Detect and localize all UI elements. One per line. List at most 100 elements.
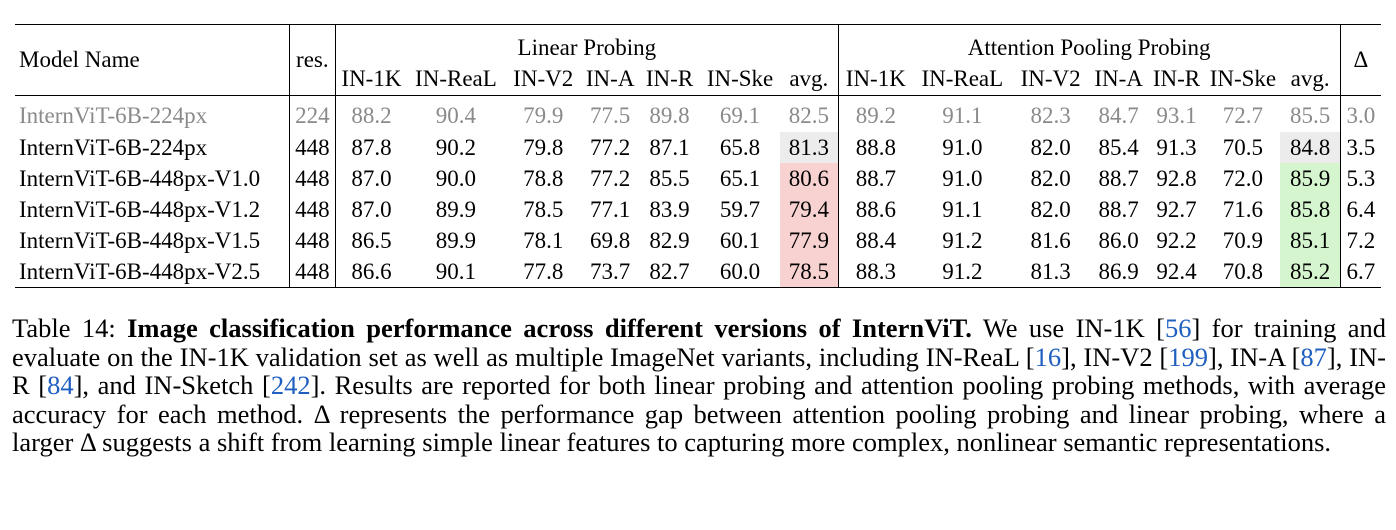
attention-inske-cell: 70.5	[1222, 135, 1264, 160]
citation-link[interactable]: 16	[1034, 341, 1062, 372]
model-name-cell: InternViT-6B-448px-V1.5	[15, 225, 290, 256]
attention-inr-cell: 92.7	[1156, 197, 1197, 222]
attention-in1k-cell: 88.6	[837, 194, 914, 225]
linear-avg-cell: 80.6	[780, 163, 839, 194]
attention-inr-cell: 91.3	[1156, 135, 1197, 160]
header-lp-inr: IN-R	[639, 61, 700, 96]
header-ap-inske: IN-Ske	[1205, 61, 1281, 96]
attention-inreal-cell: 91.1	[913, 95, 1012, 132]
header-res: res.	[289, 24, 337, 96]
attention-inreal-cell: 91.1	[942, 197, 983, 222]
linear-in1k-cell: 88.2	[335, 95, 407, 132]
model-name-cell: InternViT-6B-448px-V1.0	[15, 163, 290, 194]
linear-inv2-cell: 77.8	[505, 256, 582, 288]
linear-ina-cell: 77.2	[590, 135, 631, 160]
header-ap-inr: IN-R	[1147, 61, 1206, 96]
model-name-cell: InternViT-6B-448px-V2.5	[15, 256, 290, 288]
attention-inv2-cell: 81.6	[1030, 228, 1071, 253]
results-table-body: InternViT-6B-224px 224 88.2 90.4 79.9 77.5 89.…	[15, 95, 1381, 288]
table-row: InternViT-6B-224px 224 88.2 90.4 79.9 77.5 89.…	[15, 95, 1381, 132]
linear-ina-cell: 77.1	[590, 197, 631, 222]
citation-link[interactable]: 87	[1300, 341, 1327, 372]
header-delta: Δ	[1339, 24, 1381, 96]
header-lp-ina: IN-A	[581, 61, 640, 96]
attention-inske-cell: 71.6	[1222, 197, 1264, 222]
linear-ina-cell: 73.7	[581, 256, 640, 288]
linear-inske-cell: 59.7	[719, 197, 761, 222]
linear-inreal-cell: 89.9	[435, 228, 477, 253]
linear-inske-cell: 60.0	[699, 256, 781, 288]
linear-inr-cell: 85.5	[649, 166, 690, 191]
header-row-subcolumns: IN-1K IN-ReaL IN-V2 IN-A IN-R IN-Ske avg…	[15, 61, 1381, 96]
results-table-container: Model Name res. Linear Probing Attention…	[15, 24, 1381, 288]
caption-text: We use IN-1K [	[982, 313, 1165, 343]
table-row: InternViT-6B-448px-V1.0 448 87.0 90.0 78.8 77…	[15, 163, 1381, 194]
table-row: InternViT-6B-448px-V2.5 448 86.6 90.1 77.8 73…	[15, 256, 1381, 288]
attention-ina-cell: 86.0	[1098, 228, 1139, 253]
res-cell: 448	[289, 256, 337, 288]
attention-inr-cell: 92.4	[1147, 256, 1206, 288]
attention-in1k-cell: 88.7	[837, 163, 914, 194]
attention-inv2-cell: 82.0	[1030, 135, 1071, 160]
linear-avg-cell: 82.5	[780, 95, 839, 132]
res-cell: 448	[289, 225, 337, 256]
attention-inreal-cell: 91.0	[942, 166, 983, 191]
attention-avg-cell: 85.9	[1280, 163, 1341, 194]
res-cell: 224	[289, 95, 337, 132]
linear-inr-cell: 87.1	[649, 135, 690, 160]
delta-cell: 6.4	[1339, 194, 1381, 225]
attention-ina-cell: 86.9	[1089, 256, 1148, 288]
caption-text: ], IN-V2 [	[1061, 341, 1169, 372]
citation-link[interactable]: 56	[1164, 313, 1192, 343]
linear-ina-cell: 77.5	[581, 95, 640, 132]
linear-inr-cell: 83.9	[649, 197, 690, 222]
linear-inr-cell: 82.7	[639, 256, 700, 288]
linear-in1k-cell: 86.5	[351, 228, 392, 253]
linear-inv2-cell: 79.9	[505, 95, 582, 132]
attention-in1k-cell: 89.2	[837, 95, 914, 132]
res-cell: 448	[289, 194, 337, 225]
citation-link[interactable]: 199	[1168, 341, 1208, 372]
table-caption: Table 14: Image classification performan…	[12, 314, 1386, 457]
linear-inv2-cell: 79.8	[523, 135, 564, 160]
linear-inreal-cell: 90.0	[435, 166, 477, 191]
attention-avg-cell: 85.1	[1280, 225, 1341, 256]
linear-inreal-cell: 90.1	[406, 256, 506, 288]
linear-in1k-cell: 87.0	[351, 166, 392, 191]
linear-inske-cell: 60.1	[719, 228, 761, 253]
attention-ina-cell: 88.7	[1098, 197, 1139, 222]
model-name-cell: InternViT-6B-224px	[15, 132, 290, 163]
header-ap-ina: IN-A	[1089, 61, 1148, 96]
linear-inr-cell: 82.9	[649, 228, 690, 253]
caption-label: Table 14:	[12, 313, 116, 343]
citation-link[interactable]: 242	[270, 370, 311, 401]
linear-inv2-cell: 78.5	[523, 197, 564, 222]
results-table: Model Name res. Linear Probing Attention…	[15, 24, 1381, 288]
linear-avg-cell: 77.9	[780, 225, 839, 256]
caption-title: Image classification performance across …	[127, 313, 972, 343]
header-ap-avg: avg.	[1280, 61, 1341, 96]
linear-in1k-cell: 86.6	[335, 256, 407, 288]
attention-inreal-cell: 91.2	[942, 228, 983, 253]
caption-text: ]. Results are reported for both linear …	[12, 370, 1386, 458]
caption-text: ], and IN-Sketch [	[73, 370, 271, 401]
linear-avg-cell: 78.5	[780, 256, 839, 288]
table-row: InternViT-6B-448px-V1.5 448 86.5 89.9 78.1 69…	[15, 225, 1381, 256]
header-model-name: Model Name	[15, 24, 290, 96]
attention-ina-cell: 84.7	[1089, 95, 1148, 132]
delta-cell: 3.5	[1339, 132, 1381, 163]
linear-inske-cell: 65.1	[719, 166, 761, 191]
citation-link[interactable]: 84	[47, 370, 74, 401]
attention-inv2-cell: 81.3	[1011, 256, 1090, 288]
attention-avg-cell: 84.8	[1280, 132, 1341, 163]
delta-cell: 6.7	[1339, 256, 1381, 288]
attention-inske-cell: 72.7	[1205, 95, 1281, 132]
header-lp-inreal: IN-ReaL	[406, 61, 506, 96]
res-cell: 448	[289, 132, 337, 163]
attention-inske-cell: 70.8	[1205, 256, 1281, 288]
attention-inreal-cell: 91.0	[942, 135, 983, 160]
attention-inr-cell: 92.2	[1156, 228, 1197, 253]
header-ap-inv2: IN-V2	[1011, 61, 1090, 96]
attention-avg-cell: 85.8	[1280, 194, 1341, 225]
attention-inr-cell: 92.8	[1156, 166, 1197, 191]
